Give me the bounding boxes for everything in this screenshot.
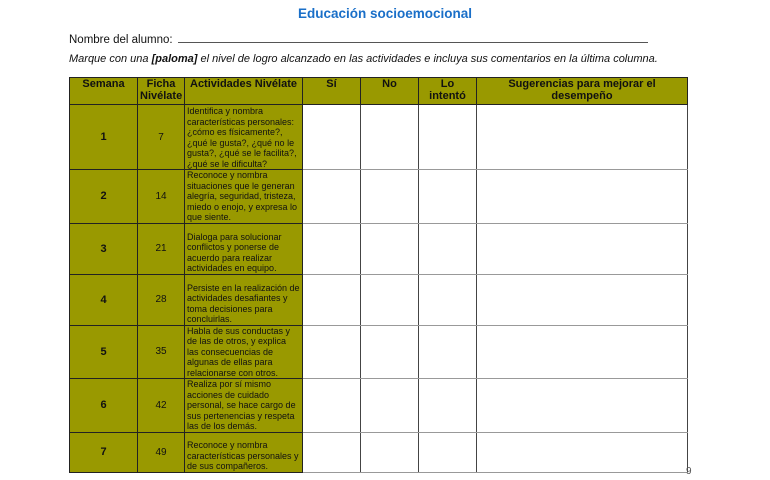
lo-intento-checkbox-cell[interactable] xyxy=(418,378,477,433)
table-row: 3 21 Dialoga para solucionar conflictos … xyxy=(69,222,688,275)
semana-cell: 3 xyxy=(69,222,138,275)
sugerencias-cell[interactable] xyxy=(476,169,688,224)
header-sugerencias: Sugerencias para mejorar el desempeño xyxy=(476,77,688,105)
si-checkbox-cell[interactable] xyxy=(302,222,361,275)
semana-cell: 7 xyxy=(69,431,138,473)
ficha-cell: 42 xyxy=(137,378,185,433)
lo-intento-checkbox-cell[interactable] xyxy=(418,169,477,224)
lo-intento-checkbox-cell[interactable] xyxy=(418,431,477,473)
instr-bold: [paloma] xyxy=(151,53,198,65)
actividad-cell: Persiste en la realización de actividade… xyxy=(184,273,303,326)
lo-intento-checkbox-cell[interactable] xyxy=(418,222,477,275)
actividad-cell: Dialoga para solucionar conflictos y pon… xyxy=(184,222,303,275)
actividad-cell: Identifica y nombra características pers… xyxy=(184,104,303,170)
header-si: Sí xyxy=(302,77,361,105)
evaluation-table: Semana Ficha Nivélate Actividades Nivéla… xyxy=(69,77,688,473)
semana-cell: 5 xyxy=(69,324,138,379)
table-row: 5 35 Habla de sus conductas y de las de … xyxy=(69,324,688,379)
lo-intento-checkbox-cell[interactable] xyxy=(418,273,477,326)
sugerencias-cell[interactable] xyxy=(476,378,688,433)
actividad-cell: Reconoce y nombra características person… xyxy=(184,431,303,473)
table-row: 1 7 Identifica y nombra características … xyxy=(69,104,688,170)
header-lo-intento: Lo intentó xyxy=(418,77,477,105)
page-number: 9 xyxy=(686,466,692,477)
header-semana: Semana xyxy=(69,77,138,105)
no-checkbox-cell[interactable] xyxy=(360,324,419,379)
instr-post: el nivel de logro alcanzado en las activ… xyxy=(197,53,658,65)
si-checkbox-cell[interactable] xyxy=(302,431,361,473)
semana-cell: 4 xyxy=(69,273,138,326)
table-row: 4 28 Persiste en la realización de activ… xyxy=(69,273,688,326)
semana-cell: 2 xyxy=(69,169,138,224)
semana-cell: 6 xyxy=(69,378,138,433)
ficha-cell: 28 xyxy=(137,273,185,326)
si-checkbox-cell[interactable] xyxy=(302,273,361,326)
table-row: 6 42 Realiza por sí mismo acciones de cu… xyxy=(69,378,688,433)
student-name-line[interactable] xyxy=(177,31,648,43)
student-name-field: Nombre del alumno: xyxy=(69,31,648,46)
no-checkbox-cell[interactable] xyxy=(360,378,419,433)
header-ficha: Ficha Nivélate xyxy=(137,77,185,105)
table-header-row: Semana Ficha Nivélate Actividades Nivéla… xyxy=(69,77,688,105)
lo-intento-checkbox-cell[interactable] xyxy=(418,104,477,170)
no-checkbox-cell[interactable] xyxy=(360,104,419,170)
sugerencias-cell[interactable] xyxy=(476,324,688,379)
ficha-cell: 7 xyxy=(137,104,185,170)
ficha-cell: 49 xyxy=(137,431,185,473)
actividad-cell: Realiza por sí mismo acciones de cuidado… xyxy=(184,378,303,433)
ficha-cell: 14 xyxy=(137,169,185,224)
instructions: Marque con una [paloma] el nivel de logr… xyxy=(69,53,658,65)
ficha-cell: 21 xyxy=(137,222,185,275)
si-checkbox-cell[interactable] xyxy=(302,378,361,433)
table-row: 2 14 Reconoce y nombra situaciones que l… xyxy=(69,169,688,224)
ficha-cell: 35 xyxy=(137,324,185,379)
si-checkbox-cell[interactable] xyxy=(302,104,361,170)
sugerencias-cell[interactable] xyxy=(476,273,688,326)
sugerencias-cell[interactable] xyxy=(476,222,688,275)
no-checkbox-cell[interactable] xyxy=(360,222,419,275)
header-actividades: Actividades Nivélate xyxy=(184,77,303,105)
no-checkbox-cell[interactable] xyxy=(360,273,419,326)
page-title: Educación socioemocional xyxy=(297,6,473,21)
table-row: 7 49 Reconoce y nombra características p… xyxy=(69,431,688,473)
no-checkbox-cell[interactable] xyxy=(360,169,419,224)
si-checkbox-cell[interactable] xyxy=(302,169,361,224)
student-name-label: Nombre del alumno: xyxy=(69,34,173,46)
sugerencias-cell[interactable] xyxy=(476,104,688,170)
semana-cell: 1 xyxy=(69,104,138,170)
sugerencias-cell[interactable] xyxy=(476,431,688,473)
instr-pre: Marque con una xyxy=(69,53,152,65)
actividad-cell: Habla de sus conductas y de las de otros… xyxy=(184,324,303,379)
actividad-cell: Reconoce y nombra situaciones que le gen… xyxy=(184,169,303,224)
si-checkbox-cell[interactable] xyxy=(302,324,361,379)
header-no: No xyxy=(360,77,419,105)
lo-intento-checkbox-cell[interactable] xyxy=(418,324,477,379)
no-checkbox-cell[interactable] xyxy=(360,431,419,473)
